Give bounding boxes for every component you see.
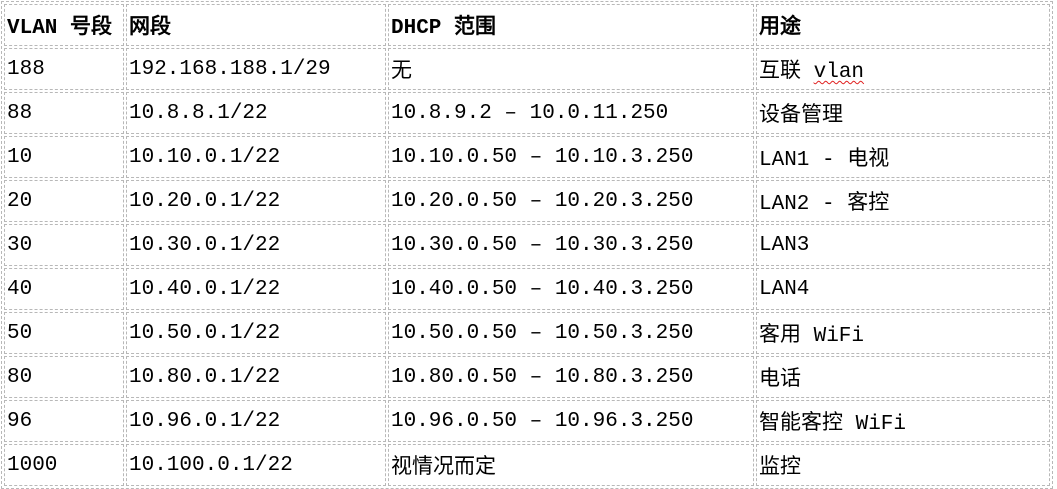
cell-subnet: 10.30.0.1/22 — [126, 224, 386, 266]
table-row: 80 10.80.0.1/22 10.80.0.50 – 10.80.3.250 电话 — [4, 356, 1050, 398]
cell-purpose-text: 互联 — [759, 61, 814, 84]
cell-dhcp-range: 无 — [388, 48, 754, 90]
cell-vlan-text: 88 — [7, 101, 33, 125]
table-row: 50 10.50.0.1/22 10.50.0.50 – 10.50.3.250 客用… — [4, 312, 1050, 354]
cell-subnet-text: 192.168.188.1/29 — [129, 57, 331, 81]
table-row: 88 10.8.8.1/22 10.8.9.2 – 10.0.11.250 设备管理 — [4, 92, 1050, 134]
cell-subnet: 10.50.0.1/22 — [126, 312, 386, 354]
cell-vlan-text: 188 — [7, 57, 45, 81]
spellcheck-word: vlan — [813, 61, 865, 84]
cell-vlan-text: 96 — [7, 409, 33, 433]
cell-vlan-text: 20 — [7, 189, 33, 213]
table-row: 1000 10.100.0.1/22 视情况而定 监控 — [4, 444, 1050, 486]
cell-dhcp-range: 10.50.0.50 – 10.50.3.250 — [388, 312, 754, 354]
cell-purpose: LAN3 — [756, 224, 1050, 266]
cell-dhcp-range-text: 视情况而定 — [391, 457, 496, 480]
cell-subnet: 10.8.8.1/22 — [126, 92, 386, 134]
table-row: 30 10.30.0.1/22 10.30.0.50 – 10.30.3.250 LA… — [4, 224, 1050, 266]
table-row: 10 10.10.0.1/22 10.10.0.50 – 10.10.3.250 LA… — [4, 136, 1050, 178]
cell-purpose-text: LAN2 - 客控 — [759, 193, 890, 216]
cell-vlan: 96 — [4, 400, 124, 442]
cell-subnet-text: 10.8.8.1/22 — [129, 101, 268, 125]
cell-vlan-text: 1000 — [7, 453, 58, 477]
cell-dhcp-range-text: 10.20.0.50 – 10.20.3.250 — [391, 189, 694, 213]
cell-dhcp-range-text: 无 — [391, 61, 412, 84]
cell-vlan-text: 80 — [7, 365, 33, 389]
header-subnet: 网段 — [126, 4, 386, 46]
table-header-row: VLAN 号段 网段 DHCP 范围 用途 — [4, 4, 1050, 46]
cell-purpose-text: 客用 WiFi — [759, 325, 865, 348]
cell-purpose: 监控 — [756, 444, 1050, 486]
cell-dhcp-range: 10.10.0.50 – 10.10.3.250 — [388, 136, 754, 178]
cell-subnet-text: 10.100.0.1/22 — [129, 453, 293, 477]
cell-dhcp-range: 10.80.0.50 – 10.80.3.250 — [388, 356, 754, 398]
cell-vlan: 88 — [4, 92, 124, 134]
cell-vlan: 10 — [4, 136, 124, 178]
cell-vlan-text: 30 — [7, 233, 33, 257]
cell-dhcp-range-text: 10.96.0.50 – 10.96.3.250 — [391, 409, 694, 433]
cell-purpose: 客用 WiFi — [756, 312, 1050, 354]
cell-purpose-text: 设备管理 — [759, 105, 843, 128]
cell-vlan: 40 — [4, 268, 124, 310]
cell-subnet-text: 10.30.0.1/22 — [129, 233, 281, 257]
cell-dhcp-range-text: 10.40.0.50 – 10.40.3.250 — [391, 277, 694, 301]
header-purpose: 用途 — [756, 4, 1050, 46]
cell-purpose-text: LAN4 — [759, 277, 810, 301]
cell-vlan-text: 40 — [7, 277, 33, 301]
cell-vlan: 188 — [4, 48, 124, 90]
cell-purpose: 设备管理 — [756, 92, 1050, 134]
cell-purpose-text: LAN3 — [759, 233, 810, 257]
cell-subnet-text: 10.50.0.1/22 — [129, 321, 281, 345]
cell-dhcp-range: 10.8.9.2 – 10.0.11.250 — [388, 92, 754, 134]
cell-subnet: 10.20.0.1/22 — [126, 180, 386, 222]
cell-subnet-text: 10.80.0.1/22 — [129, 365, 281, 389]
cell-purpose-text: 智能客控 WiFi — [759, 413, 907, 436]
cell-subnet-text: 10.40.0.1/22 — [129, 277, 281, 301]
cell-vlan: 1000 — [4, 444, 124, 486]
table-row: 188 192.168.188.1/29 无 互联 vlan — [4, 48, 1050, 90]
cell-subnet-text: 10.20.0.1/22 — [129, 189, 281, 213]
cell-dhcp-range-text: 10.10.0.50 – 10.10.3.250 — [391, 145, 694, 169]
cell-purpose-text: LAN1 - 电视 — [759, 149, 890, 172]
cell-vlan-text: 10 — [7, 145, 33, 169]
cell-vlan-text: 50 — [7, 321, 33, 345]
cell-subnet: 10.96.0.1/22 — [126, 400, 386, 442]
cell-subnet-text: 10.96.0.1/22 — [129, 409, 281, 433]
cell-dhcp-range-text: 10.8.9.2 – 10.0.11.250 — [391, 101, 669, 125]
cell-vlan: 50 — [4, 312, 124, 354]
cell-dhcp-range: 10.40.0.50 – 10.40.3.250 — [388, 268, 754, 310]
cell-dhcp-range: 10.20.0.50 – 10.20.3.250 — [388, 180, 754, 222]
cell-vlan: 80 — [4, 356, 124, 398]
cell-purpose: LAN2 - 客控 — [756, 180, 1050, 222]
cell-vlan: 20 — [4, 180, 124, 222]
header-vlan: VLAN 号段 — [4, 4, 124, 46]
cell-dhcp-range-text: 10.80.0.50 – 10.80.3.250 — [391, 365, 694, 389]
cell-subnet-text: 10.10.0.1/22 — [129, 145, 281, 169]
cell-subnet: 10.80.0.1/22 — [126, 356, 386, 398]
cell-purpose: 智能客控 WiFi — [756, 400, 1050, 442]
cell-subnet: 10.10.0.1/22 — [126, 136, 386, 178]
cell-dhcp-range: 视情况而定 — [388, 444, 754, 486]
cell-purpose-text: 电话 — [759, 369, 801, 392]
cell-purpose: LAN4 — [756, 268, 1050, 310]
cell-dhcp-range-text: 10.50.0.50 – 10.50.3.250 — [391, 321, 694, 345]
cell-subnet: 192.168.188.1/29 — [126, 48, 386, 90]
cell-purpose: 电话 — [756, 356, 1050, 398]
cell-subnet: 10.100.0.1/22 — [126, 444, 386, 486]
cell-dhcp-range: 10.96.0.50 – 10.96.3.250 — [388, 400, 754, 442]
table-row: 20 10.20.0.1/22 10.20.0.50 – 10.20.3.250 LA… — [4, 180, 1050, 222]
table-row: 40 10.40.0.1/22 10.40.0.50 – 10.40.3.250 LA… — [4, 268, 1050, 310]
cell-purpose: LAN1 - 电视 — [756, 136, 1050, 178]
table-row: 96 10.96.0.1/22 10.96.0.50 – 10.96.3.250 智能… — [4, 400, 1050, 442]
cell-vlan: 30 — [4, 224, 124, 266]
header-dhcp-range: DHCP 范围 — [388, 4, 754, 46]
cell-dhcp-range-text: 10.30.0.50 – 10.30.3.250 — [391, 233, 694, 257]
cell-subnet: 10.40.0.1/22 — [126, 268, 386, 310]
cell-purpose: 互联 vlan — [756, 48, 1050, 90]
cell-dhcp-range: 10.30.0.50 – 10.30.3.250 — [388, 224, 754, 266]
cell-purpose-text: 监控 — [759, 457, 801, 480]
